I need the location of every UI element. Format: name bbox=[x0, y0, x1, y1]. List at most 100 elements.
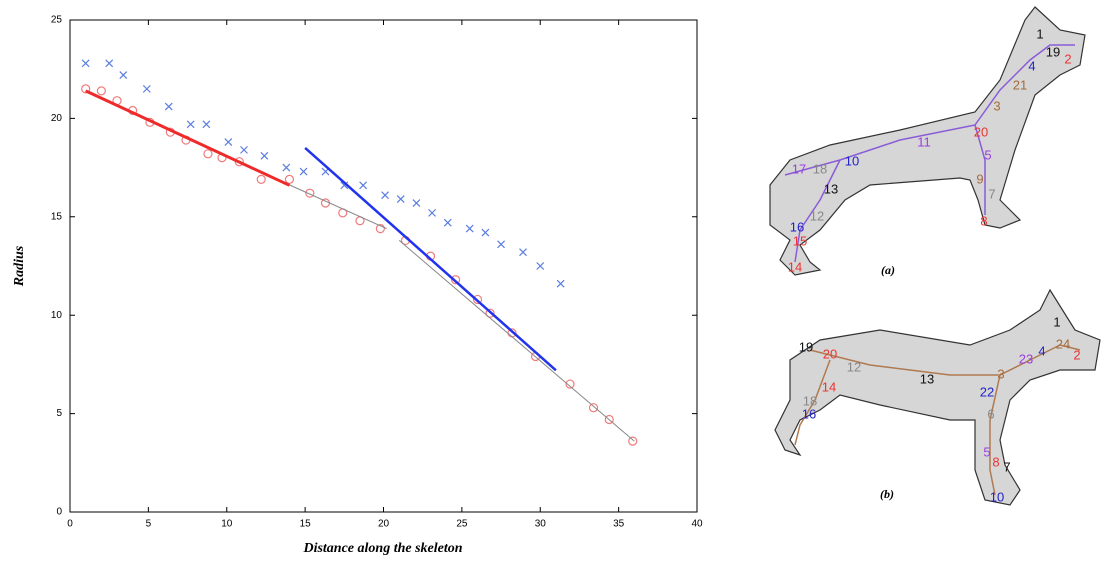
skeleton-label: 4 bbox=[1028, 58, 1035, 73]
skeleton-label: 16 bbox=[802, 406, 816, 421]
circle-marker bbox=[203, 149, 213, 159]
x-tick-label: 35 bbox=[613, 519, 625, 530]
x-marker bbox=[105, 59, 114, 68]
circle-marker bbox=[96, 86, 106, 96]
circle-marker bbox=[485, 308, 495, 318]
x-marker bbox=[396, 195, 405, 204]
x-marker bbox=[428, 208, 437, 217]
y-tick-label: 20 bbox=[51, 113, 63, 124]
y-tick-label: 15 bbox=[51, 211, 63, 222]
skeleton-label: 3 bbox=[993, 98, 1000, 113]
x-marker bbox=[164, 102, 173, 111]
y-tick-label: 10 bbox=[51, 310, 63, 321]
skeleton-label: 12 bbox=[810, 208, 824, 223]
x-tick-label: 20 bbox=[378, 519, 390, 530]
skeleton-label: 9 bbox=[976, 171, 983, 186]
x-tick-label: 25 bbox=[456, 519, 468, 530]
circle-marker bbox=[565, 379, 575, 389]
circle-marker bbox=[451, 275, 461, 285]
x-marker bbox=[536, 262, 545, 270]
x-marker bbox=[142, 84, 151, 93]
skeleton-label: 22 bbox=[980, 384, 994, 399]
y-tick-label: 0 bbox=[56, 507, 62, 518]
x-marker bbox=[556, 279, 565, 288]
skeleton-label: 5 bbox=[984, 147, 991, 162]
x-marker bbox=[412, 199, 421, 207]
circle-marker bbox=[375, 224, 385, 234]
panel-caption: (a) bbox=[881, 263, 895, 277]
skeleton-label: 18 bbox=[803, 393, 817, 408]
circle-marker bbox=[588, 403, 599, 413]
skeleton-label: 14 bbox=[788, 259, 802, 274]
skeleton-label: 1 bbox=[1036, 26, 1043, 41]
x-tick-label: 0 bbox=[67, 519, 73, 530]
x-marker bbox=[299, 167, 308, 176]
x-axis-title: Distance along the skeleton bbox=[302, 541, 462, 556]
circle-marker bbox=[305, 188, 315, 198]
skeleton-label: 18 bbox=[813, 161, 827, 176]
panel-caption: (b) bbox=[880, 487, 894, 501]
skeleton-label: 2 bbox=[1064, 51, 1071, 66]
fit-line bbox=[85, 89, 291, 187]
circle-marker bbox=[284, 174, 295, 185]
x-marker bbox=[465, 224, 474, 233]
x-marker bbox=[81, 59, 90, 68]
skeleton-label: 7 bbox=[1003, 459, 1010, 474]
skeleton-label: 23 bbox=[1019, 351, 1033, 366]
dog-silhouette-a bbox=[769, 6, 1086, 276]
x-tick-label: 30 bbox=[535, 519, 547, 530]
x-marker bbox=[481, 228, 490, 237]
skeleton-label: 17 bbox=[792, 161, 806, 176]
plot-frame bbox=[69, 19, 698, 513]
x-marker bbox=[519, 248, 527, 257]
skeleton-label: 14 bbox=[822, 379, 836, 394]
dog-silhouette-b bbox=[774, 288, 1101, 506]
skeleton-a bbox=[784, 44, 1075, 263]
skeleton-label: 13 bbox=[824, 181, 838, 196]
skeleton-label: 6 bbox=[987, 406, 994, 421]
skeleton-label: 3 bbox=[997, 366, 1004, 381]
x-tick-label: 10 bbox=[221, 519, 233, 530]
skeleton-label: 1 bbox=[1053, 314, 1060, 329]
fit-line bbox=[281, 180, 635, 442]
fit-line bbox=[304, 146, 557, 372]
skeleton-label: 20 bbox=[823, 346, 837, 361]
skeleton-label: 16 bbox=[790, 219, 804, 234]
skeleton-label: 19 bbox=[1046, 44, 1060, 59]
x-marker bbox=[240, 145, 248, 154]
skeleton-label: 7 bbox=[988, 186, 995, 201]
x-marker bbox=[381, 191, 389, 200]
y-tick-label: 25 bbox=[51, 15, 63, 26]
x-marker bbox=[443, 218, 452, 227]
x-tick-label: 15 bbox=[300, 519, 312, 530]
skeleton-label: 12 bbox=[847, 359, 861, 374]
skeleton-label: 21 bbox=[1013, 77, 1027, 92]
x-tick-label: 40 bbox=[691, 519, 703, 530]
x-marker bbox=[340, 181, 349, 190]
x-marker bbox=[497, 240, 505, 249]
circle-marker bbox=[256, 174, 266, 185]
skeleton-label: 2 bbox=[1073, 347, 1080, 362]
x-marker bbox=[224, 138, 233, 146]
skeleton-label: 20 bbox=[974, 124, 988, 139]
skeleton-label: 19 bbox=[799, 339, 813, 354]
circle-marker bbox=[81, 84, 91, 94]
y-axis-title: Radius bbox=[12, 245, 27, 287]
skeleton-label: 11 bbox=[917, 134, 931, 149]
x-tick-label: 5 bbox=[146, 519, 152, 530]
x-marker bbox=[202, 120, 211, 129]
x-marker bbox=[186, 120, 195, 129]
skeleton-b bbox=[794, 344, 1081, 496]
skeleton-label: 10 bbox=[990, 489, 1004, 504]
skeleton-label: 5 bbox=[983, 444, 990, 459]
x-marker bbox=[282, 163, 291, 172]
skeleton-label: 4 bbox=[1038, 343, 1045, 358]
y-tick-label: 5 bbox=[56, 408, 62, 419]
skeleton-label: 10 bbox=[845, 153, 859, 168]
skeleton-label: 15 bbox=[793, 233, 807, 248]
x-marker bbox=[119, 71, 128, 80]
x-marker bbox=[359, 181, 368, 190]
skeleton-label: 13 bbox=[920, 371, 934, 386]
skeleton-label: 8 bbox=[992, 454, 999, 469]
